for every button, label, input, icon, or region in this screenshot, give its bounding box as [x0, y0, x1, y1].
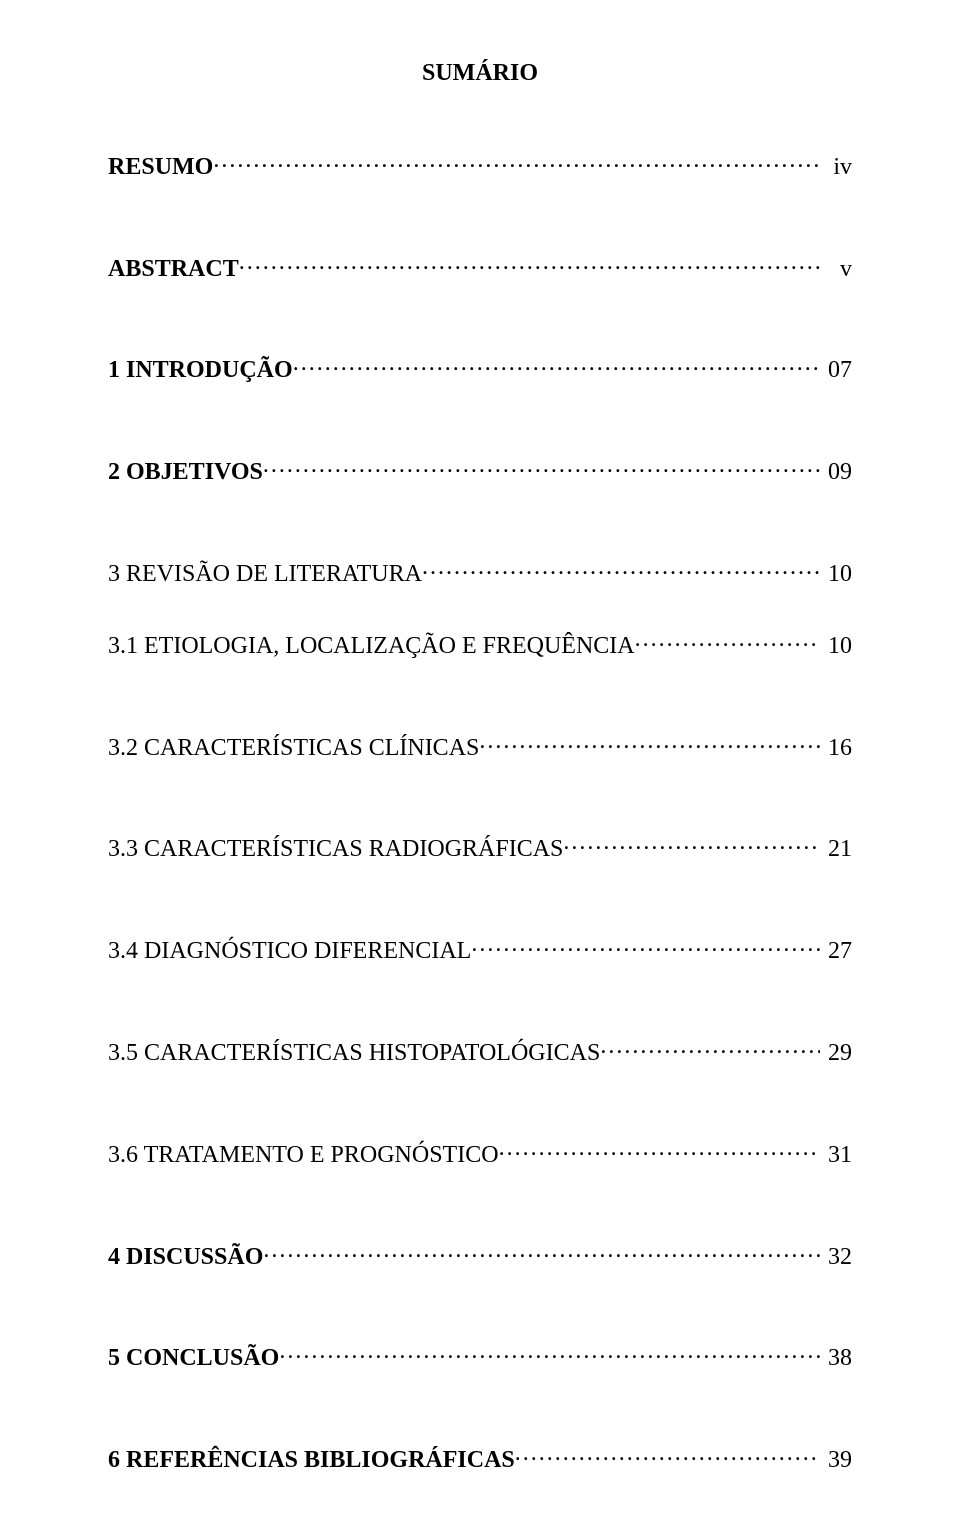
- toc-leader: [471, 929, 820, 958]
- toc-leader: [563, 828, 820, 857]
- spacer: [108, 1372, 852, 1438]
- toc-page-number: 39: [820, 1447, 852, 1474]
- toc-label: RESUMO: [108, 154, 213, 181]
- toc-label: 2 OBJETIVOS: [108, 459, 263, 486]
- toc-entry: 6 REFERÊNCIAS BIBLIOGRÁFICAS 39: [108, 1438, 852, 1474]
- toc-entry: 2 OBJETIVOS 09: [108, 450, 852, 486]
- toc-page-number: 10: [820, 561, 852, 588]
- toc-leader: [515, 1438, 820, 1467]
- toc-page-number: 29: [820, 1040, 852, 1067]
- toc-entry: ABSTRACT v: [108, 247, 852, 283]
- spacer: [108, 486, 852, 552]
- toc-leader: [263, 450, 820, 479]
- spacer: [108, 1067, 852, 1133]
- toc-entry: 3.5 CARACTERÍSTICAS HISTOPATOLÓGICAS 29: [108, 1031, 852, 1067]
- toc-leader: [293, 349, 820, 378]
- spacer: [108, 283, 852, 349]
- toc-leader: [422, 552, 820, 581]
- toc-label: 3.5 CARACTERÍSTICAS HISTOPATOLÓGICAS: [108, 1040, 600, 1067]
- toc-entry: RESUMO iv: [108, 145, 852, 181]
- spacer: [108, 965, 852, 1031]
- toc-page-number: 10: [820, 633, 852, 660]
- toc-label: 3.3 CARACTERÍSTICAS RADIOGRÁFICAS: [108, 836, 563, 863]
- toc-page-number: 27: [820, 938, 852, 965]
- toc-page-number: 16: [820, 735, 852, 762]
- toc-page-number: v: [820, 256, 852, 283]
- toc-label: 5 CONCLUSÃO: [108, 1345, 279, 1372]
- toc-page-number: 09: [820, 459, 852, 486]
- spacer: [108, 384, 852, 450]
- spacer: [108, 660, 852, 726]
- toc-entry: 3.4 DIAGNÓSTICO DIFERENCIAL 27: [108, 929, 852, 965]
- toc-leader: [263, 1235, 820, 1264]
- toc-page-number: 31: [820, 1142, 852, 1169]
- toc-leader: [479, 726, 820, 755]
- toc-page-number: 21: [820, 836, 852, 863]
- toc-label: 3.4 DIAGNÓSTICO DIFERENCIAL: [108, 938, 471, 965]
- toc-label: 3.2 CARACTERÍSTICAS CLÍNICAS: [108, 735, 479, 762]
- toc-page-number: 38: [820, 1345, 852, 1372]
- spacer: [108, 181, 852, 247]
- toc-entry: 3.2 CARACTERÍSTICAS CLÍNICAS 16: [108, 726, 852, 762]
- toc-entry: 3.1 ETIOLOGIA, LOCALIZAÇÃO E FREQUÊNCIA …: [108, 624, 852, 660]
- toc-label: 6 REFERÊNCIAS BIBLIOGRÁFICAS: [108, 1447, 515, 1474]
- toc-label: 1 INTRODUÇÃO: [108, 357, 293, 384]
- toc-entry: 4 DISCUSSÃO 32: [108, 1235, 852, 1271]
- toc-label: 3 REVISÃO DE LITERATURA: [108, 561, 422, 588]
- toc-label: 3.6 TRATAMENTO E PROGNÓSTICO: [108, 1142, 499, 1169]
- toc-leader: [499, 1133, 820, 1162]
- toc-leader: [239, 247, 820, 276]
- spacer: [108, 762, 852, 828]
- toc-label: ABSTRACT: [108, 256, 239, 283]
- toc-page-number: 07: [820, 357, 852, 384]
- toc-leader: [279, 1337, 820, 1366]
- toc-entry: 1 INTRODUÇÃO 07: [108, 349, 852, 385]
- toc-entry: 3 REVISÃO DE LITERATURA 10: [108, 552, 852, 588]
- toc-page: SUMÁRIO RESUMO iv ABSTRACT v 1 INTRODUÇÃ…: [0, 0, 960, 1534]
- spacer: [108, 863, 852, 929]
- toc-leader: [635, 624, 820, 653]
- toc-entry: 3.6 TRATAMENTO E PROGNÓSTICO 31: [108, 1133, 852, 1169]
- toc-title: SUMÁRIO: [108, 60, 852, 87]
- toc-label: 4 DISCUSSÃO: [108, 1244, 263, 1271]
- spacer: [108, 1169, 852, 1235]
- spacer: [108, 1271, 852, 1337]
- toc-entry: 3.3 CARACTERÍSTICAS RADIOGRÁFICAS 21: [108, 828, 852, 864]
- toc-leader: [213, 145, 820, 174]
- toc-label: 3.1 ETIOLOGIA, LOCALIZAÇÃO E FREQUÊNCIA: [108, 633, 635, 660]
- toc-page-number: 32: [820, 1244, 852, 1271]
- toc-entry: 5 CONCLUSÃO 38: [108, 1337, 852, 1373]
- toc-page-number: iv: [820, 154, 852, 181]
- spacer: [108, 588, 852, 624]
- toc-leader: [600, 1031, 820, 1060]
